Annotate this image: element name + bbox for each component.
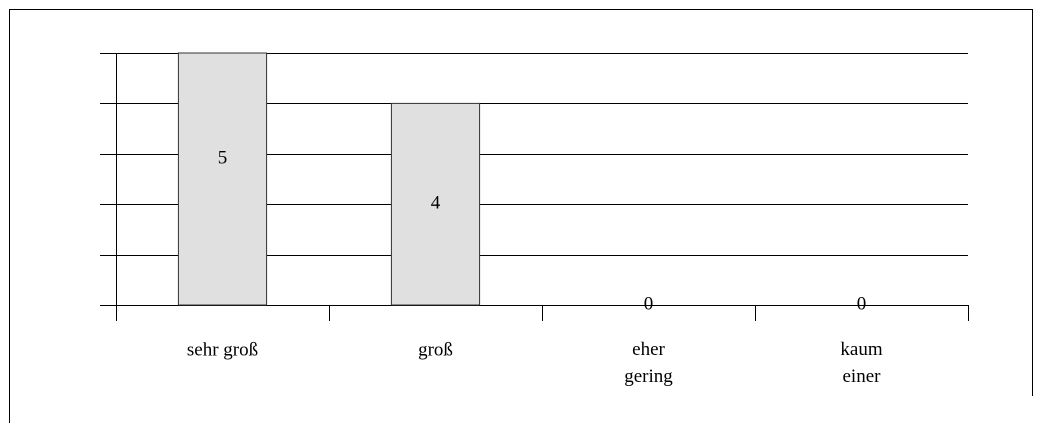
value-label: 4 xyxy=(431,193,441,214)
value-label: 0 xyxy=(857,293,867,314)
x-tick-label: eher gering xyxy=(624,339,673,387)
value-label: 5 xyxy=(218,147,228,168)
x-tick-label: groß xyxy=(418,339,453,360)
x-tick-label: sehr groß xyxy=(187,339,258,360)
bar xyxy=(177,52,268,306)
x-tick-label: kaum einer xyxy=(840,339,882,387)
bar xyxy=(390,102,481,306)
value-label: 0 xyxy=(644,293,654,314)
